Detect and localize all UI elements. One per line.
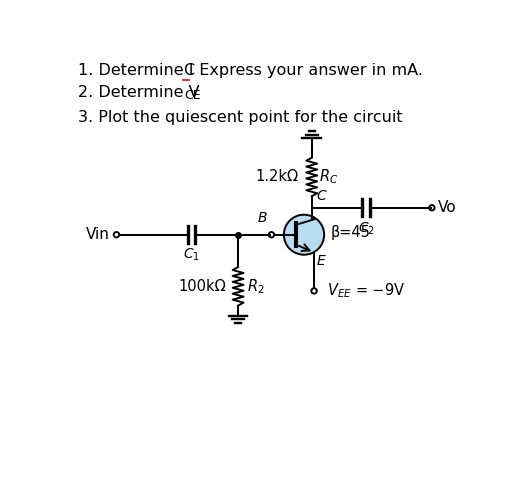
Text: Vo: Vo xyxy=(437,200,456,215)
Text: $V_{EE}$ = −9V: $V_{EE}$ = −9V xyxy=(327,282,405,300)
Text: C: C xyxy=(183,64,194,78)
Text: C: C xyxy=(316,189,326,203)
Text: 3. Plot the quiescent point for the circuit: 3. Plot the quiescent point for the circ… xyxy=(77,109,402,125)
Text: 1. Determine I: 1. Determine I xyxy=(77,64,193,78)
Text: 100kΩ: 100kΩ xyxy=(178,279,225,294)
Text: $C_1$: $C_1$ xyxy=(183,246,200,263)
Text: CE: CE xyxy=(184,89,201,102)
Text: 2. Determine V: 2. Determine V xyxy=(77,85,199,100)
Circle shape xyxy=(268,232,274,238)
Text: E: E xyxy=(316,254,325,268)
Text: $R_2$: $R_2$ xyxy=(247,277,265,296)
Text: $R_C$: $R_C$ xyxy=(319,168,338,186)
Text: $C_2$: $C_2$ xyxy=(357,221,374,237)
Text: 1.2kΩ: 1.2kΩ xyxy=(254,170,298,184)
Circle shape xyxy=(428,205,434,211)
Text: β=45: β=45 xyxy=(330,225,370,240)
Text: . Express your answer in mA.: . Express your answer in mA. xyxy=(188,64,421,78)
Text: B: B xyxy=(257,211,266,225)
Text: Vin: Vin xyxy=(86,227,110,242)
Circle shape xyxy=(284,214,324,255)
Circle shape xyxy=(114,232,119,238)
